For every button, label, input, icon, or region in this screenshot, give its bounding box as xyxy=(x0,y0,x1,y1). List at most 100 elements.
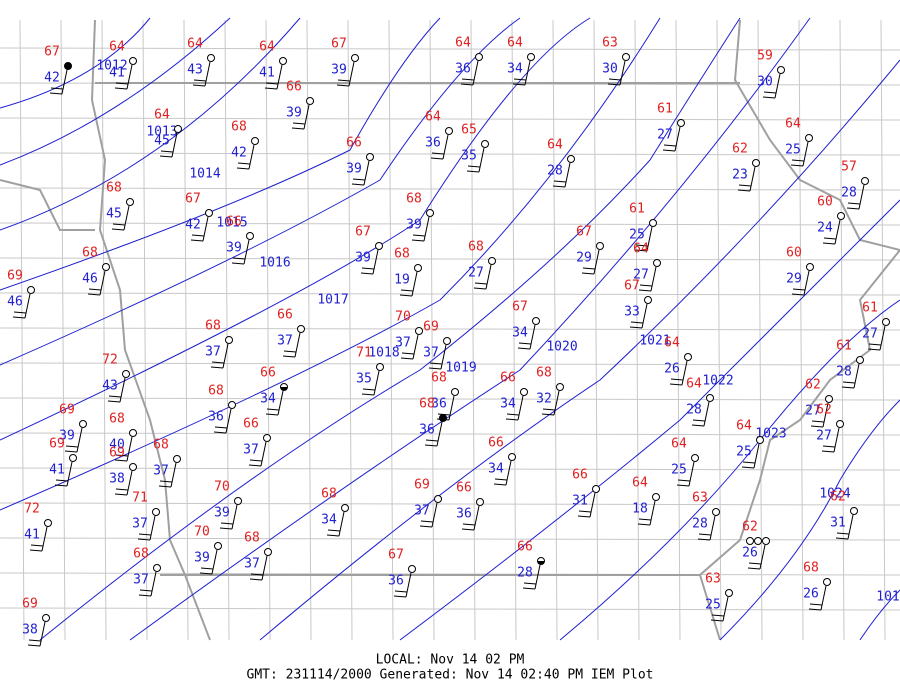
station-circle xyxy=(366,153,374,161)
station-circle xyxy=(414,264,422,272)
wind-staff xyxy=(41,526,48,552)
station: 68 46 xyxy=(82,246,110,296)
wind-barb xyxy=(211,361,225,364)
wind-barb xyxy=(810,425,824,428)
station: 66 28 xyxy=(517,540,545,590)
wind-barb xyxy=(635,244,649,247)
station: 71 35 xyxy=(356,346,384,396)
temperature: 68 xyxy=(394,247,410,262)
wind-barb xyxy=(55,479,69,482)
wind-barb xyxy=(577,515,591,518)
temperature: 68 xyxy=(803,561,819,576)
wind-barb xyxy=(108,395,122,398)
wind-staff xyxy=(373,370,380,396)
wind-barb xyxy=(821,450,835,453)
wind-staff xyxy=(709,515,716,541)
station-circle xyxy=(129,429,137,437)
wind-staff xyxy=(261,555,268,581)
county-line xyxy=(183,19,189,641)
station-circle xyxy=(214,542,222,550)
dewpoint: 37 xyxy=(395,336,411,351)
temperature: 64 xyxy=(425,110,441,125)
wind-barb xyxy=(265,413,279,416)
temperature: 67 xyxy=(44,45,60,60)
isobar-line xyxy=(719,399,900,641)
dewpoint: 36 xyxy=(456,507,472,522)
station: 68 27 xyxy=(468,240,496,290)
station: 66 39 xyxy=(346,136,374,186)
station-circle xyxy=(653,259,661,267)
station-circle xyxy=(153,564,161,572)
station: 68 37 xyxy=(153,438,181,488)
wind-barb xyxy=(65,445,79,448)
station-circle xyxy=(376,363,384,371)
station: 69 37 xyxy=(423,320,451,370)
wind-barb xyxy=(250,573,264,576)
dewpoint: 35 xyxy=(461,149,477,164)
dewpoint: 25 xyxy=(736,445,752,460)
wind-barb xyxy=(581,272,595,275)
wind-barb xyxy=(518,342,532,345)
wind-staff xyxy=(703,401,710,427)
wind-staff xyxy=(423,216,430,242)
dewpoint: 37 xyxy=(423,346,439,361)
wind-barb xyxy=(466,170,480,173)
wind-barb xyxy=(360,272,374,275)
wind-barb xyxy=(670,378,684,381)
wind-staff xyxy=(431,502,438,528)
station: 64 36 xyxy=(425,110,453,160)
wind-barb xyxy=(842,381,856,384)
dewpoint: 38 xyxy=(22,623,38,638)
dewpoint: 28 xyxy=(841,186,857,201)
station: 67 29 xyxy=(576,225,604,275)
wind-barb xyxy=(473,287,487,290)
wind-staff xyxy=(363,160,370,186)
station-circle xyxy=(351,54,359,62)
wind-barb xyxy=(159,155,173,158)
station-circle xyxy=(69,454,77,462)
dewpoint: 23 xyxy=(732,168,748,183)
dewpoint: 41 xyxy=(109,66,125,81)
wind-barb xyxy=(283,350,297,353)
stations: 67 42 64 41 64 43 64 41 67 39 64 36 64 34 63 30 59 30 66 39… xyxy=(7,36,890,647)
wind-barb xyxy=(697,538,711,541)
wind-barb xyxy=(107,400,121,403)
station: 64 45 xyxy=(154,108,182,158)
wind-staff xyxy=(411,271,418,297)
county-line xyxy=(470,19,476,641)
wind-barb xyxy=(249,459,263,462)
station-circle xyxy=(129,463,137,471)
wind-barb xyxy=(698,533,712,536)
temperature: 67 xyxy=(185,192,201,207)
isobars xyxy=(0,17,900,641)
temperature: 67 xyxy=(512,300,528,315)
station: 67 39 xyxy=(355,225,383,275)
dewpoint: 36 xyxy=(419,423,435,438)
wind-barb xyxy=(139,589,153,592)
wind-barb xyxy=(847,202,861,205)
station: 61 27 xyxy=(657,102,685,152)
dewpoint: 36 xyxy=(431,397,447,412)
wind-staff xyxy=(650,266,657,292)
dewpoint: 41 xyxy=(24,528,40,543)
temperature: 68 xyxy=(321,487,337,502)
wind-barb xyxy=(741,466,755,469)
wind-barb xyxy=(429,362,443,365)
station-circle xyxy=(762,537,770,545)
wind-barb xyxy=(748,562,762,565)
temperature: 66 xyxy=(456,481,472,496)
wind-barb xyxy=(836,532,850,535)
temperature: 64 xyxy=(455,36,471,51)
dewpoint: 34 xyxy=(488,462,504,477)
station: 66 39 xyxy=(226,215,254,265)
station-circle xyxy=(439,414,447,422)
station-circle xyxy=(652,493,660,501)
station-circle xyxy=(297,325,305,333)
station-circle xyxy=(532,317,540,325)
temperature: 62 xyxy=(830,490,846,505)
wind-barb xyxy=(552,185,566,188)
temperature: 64 xyxy=(259,40,275,55)
isobar-label: 1013 xyxy=(146,125,177,140)
wind-barb xyxy=(822,445,836,448)
station-circle xyxy=(246,232,254,240)
